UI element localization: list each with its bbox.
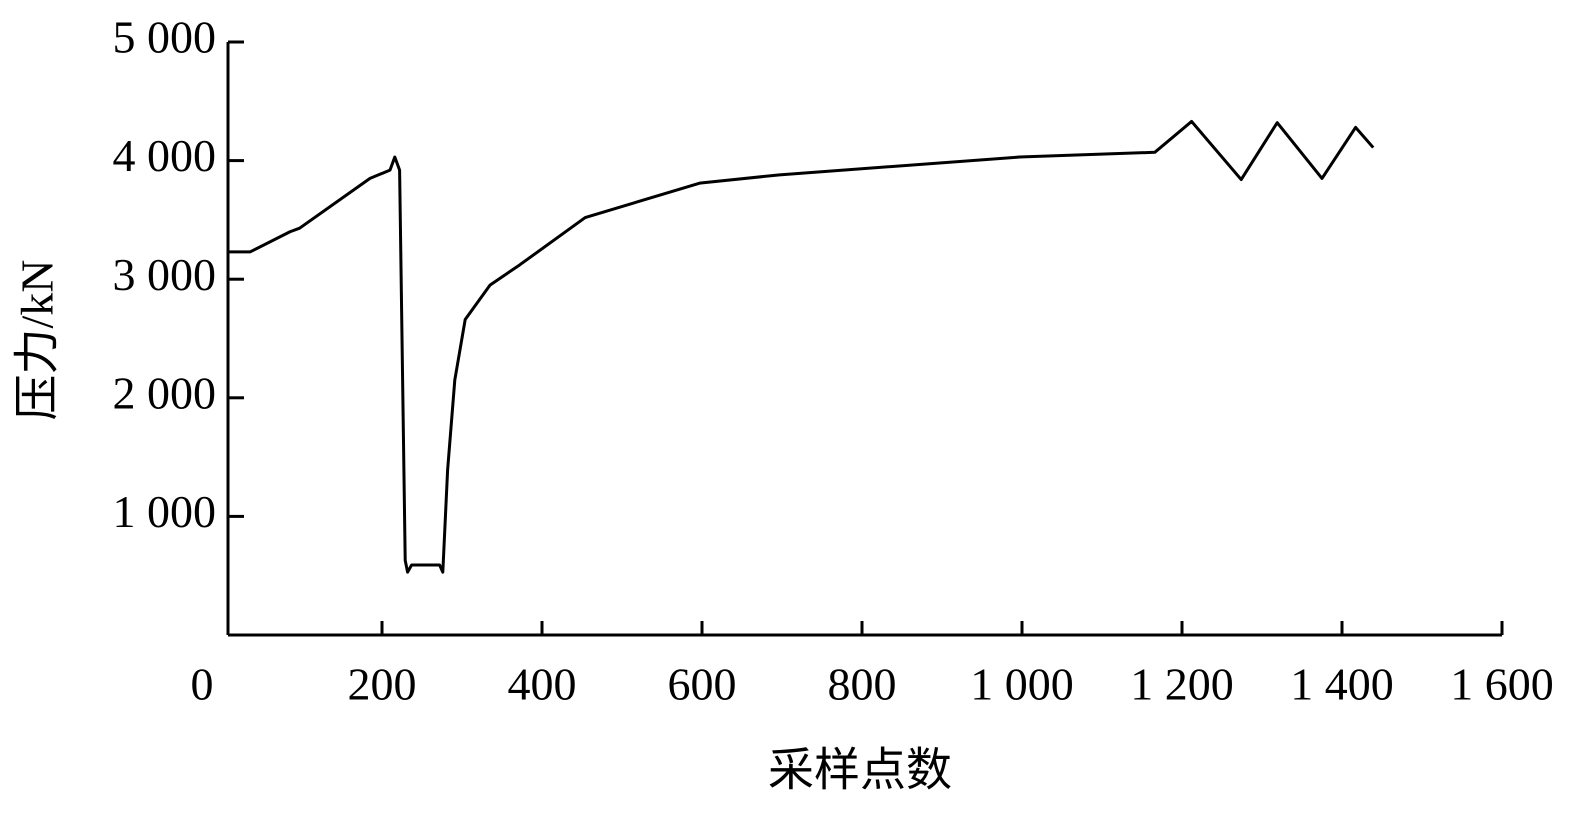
y-tick-label: 4 000 (113, 130, 217, 181)
x-tick-label: 1 400 (1290, 659, 1394, 710)
y-tick-label: 2 000 (113, 367, 217, 418)
y-tick-label: 3 000 (113, 249, 217, 300)
y-axis-label: 压力/kN (12, 260, 63, 421)
x-axis-label: 采样点数 (768, 745, 952, 796)
x-tick-label: 600 (668, 659, 737, 710)
y-tick-label: 1 000 (113, 486, 217, 537)
x-tick-label: 1 600 (1450, 659, 1554, 710)
x-tick-label: 0 (191, 659, 214, 710)
x-tick-label: 800 (828, 659, 897, 710)
y-tick-label: 5 000 (113, 12, 217, 63)
x-tick-label: 200 (348, 659, 417, 710)
x-tick-label: 1 200 (1130, 659, 1234, 710)
x-tick-label: 400 (508, 659, 577, 710)
data-line (227, 119, 1375, 574)
x-tick-label: 1 000 (970, 659, 1074, 710)
